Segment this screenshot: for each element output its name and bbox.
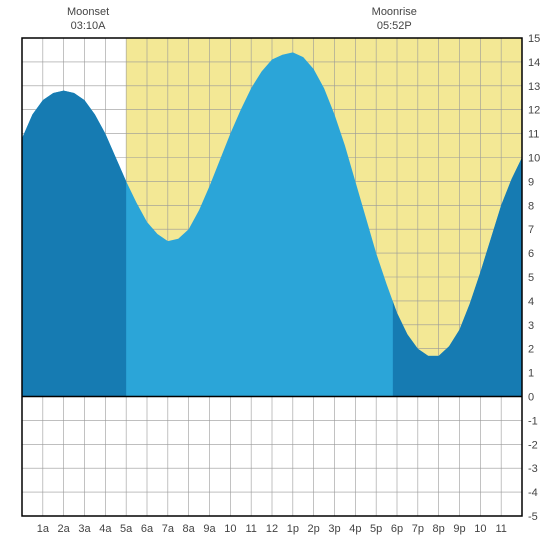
x-tick-label: 1p <box>287 523 299 535</box>
x-tick-label: 9a <box>203 523 216 535</box>
x-tick-label: 11 <box>495 523 506 535</box>
y-tick-label: -5 <box>528 511 538 523</box>
x-tick-label: 11 <box>245 523 256 535</box>
x-tick-label: 10 <box>224 523 236 535</box>
moonrise-title: Moonrise <box>372 6 417 18</box>
x-tick-label: 6a <box>141 523 154 535</box>
x-tick-label: 5p <box>370 523 382 535</box>
y-tick-label: 1 <box>528 368 534 380</box>
y-tick-label: 7 <box>528 224 534 236</box>
x-tick-label: 10 <box>474 523 486 535</box>
moonrise-time: 05:52P <box>377 20 412 32</box>
chart-svg: -5-4-3-2-101234567891011121314151a2a3a4a… <box>0 0 550 550</box>
x-tick-label: 6p <box>391 523 403 535</box>
x-tick-label: 5a <box>120 523 133 535</box>
y-tick-label: 9 <box>528 176 534 188</box>
x-tick-label: 4a <box>99 523 112 535</box>
y-tick-label: 5 <box>528 272 534 284</box>
y-tick-label: 0 <box>528 392 534 404</box>
y-tick-label: 14 <box>528 57 540 69</box>
y-tick-label: -2 <box>528 439 538 451</box>
y-tick-label: 11 <box>528 129 539 141</box>
y-tick-label: 6 <box>528 248 534 260</box>
x-axis: 1a 2a 3a 4a 5a 6a 7a 8a 9a 10 11 12 1p 2p 3p 4p 5p 6p 7p 8p… <box>37 523 507 535</box>
x-tick-label: 9p <box>453 523 465 535</box>
y-tick-label: -3 <box>528 463 538 475</box>
y-tick-label: 12 <box>528 105 540 117</box>
y-tick-label: 13 <box>528 81 540 93</box>
y-tick-label: 8 <box>528 200 534 212</box>
moonset-time: 03:10A <box>71 20 107 32</box>
x-tick-label: 2a <box>58 523 71 535</box>
x-tick-label: 8p <box>433 523 445 535</box>
y-tick-label: 3 <box>528 320 534 332</box>
x-tick-label: 4p <box>349 523 361 535</box>
moonset-title: Moonset <box>67 6 109 18</box>
x-tick-label: 12 <box>266 523 278 535</box>
tide-chart: -5-4-3-2-101234567891011121314151a2a3a4a… <box>0 0 550 550</box>
y-tick-label: 15 <box>528 33 540 45</box>
y-tick-label: -4 <box>528 487 538 499</box>
y-tick-label: 4 <box>528 296 534 308</box>
x-tick-label: 2p <box>308 523 320 535</box>
x-tick-label: 8a <box>183 523 196 535</box>
x-tick-label: 3p <box>328 523 340 535</box>
y-tick-label: 10 <box>528 153 540 165</box>
x-tick-label: 7p <box>412 523 424 535</box>
x-tick-label: 7a <box>162 523 175 535</box>
y-tick-label: -1 <box>528 415 538 427</box>
y-tick-label: 2 <box>528 344 534 356</box>
x-tick-label: 3a <box>78 523 91 535</box>
x-tick-label: 1a <box>37 523 50 535</box>
